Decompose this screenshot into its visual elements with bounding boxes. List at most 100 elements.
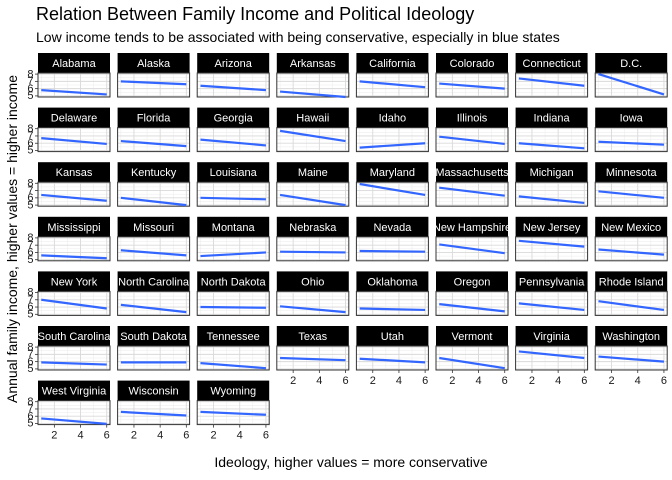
panel-border	[355, 345, 429, 371]
panel-border	[117, 127, 191, 153]
y-tick-label: 8	[27, 177, 33, 189]
panel-border	[196, 400, 270, 426]
facet-strip	[356, 271, 429, 292]
fit-line	[439, 186, 505, 197]
facet-panel: California	[355, 53, 429, 98]
fit-line	[200, 251, 266, 258]
fit-line	[598, 140, 664, 146]
facet-panel: Virginia 2 4 6	[515, 326, 589, 387]
panel-border	[435, 127, 509, 153]
facet-strip-label: Wyoming	[210, 386, 256, 398]
panel-border	[37, 345, 111, 371]
facet-panel: Missouri	[117, 216, 191, 262]
facet-strip	[117, 271, 190, 292]
facet-strip-label: Georgia	[214, 113, 254, 125]
x-tick-label: 2	[609, 375, 615, 387]
facet-strip-label: Connecticut	[523, 58, 581, 70]
facet-panel: Tennessee	[196, 326, 270, 371]
panel-border	[355, 181, 429, 207]
fit-line	[200, 410, 266, 416]
facet-strip	[515, 107, 588, 128]
fit-line	[41, 193, 107, 202]
fit-line	[41, 254, 107, 260]
fit-line	[359, 182, 426, 197]
facet-panel: Florida	[117, 107, 191, 153]
x-axis-label: Ideology, higher values = more conservat…	[214, 454, 488, 470]
facet-strip	[595, 271, 668, 292]
y-tick-label: 5	[27, 418, 33, 430]
y-tick-label: 6	[27, 410, 33, 422]
fit-line	[120, 80, 187, 86]
fit-line	[598, 190, 665, 199]
panel-border	[37, 290, 111, 316]
x-tick-label: 6	[661, 375, 667, 387]
facet-strip-label: Maine	[298, 167, 328, 179]
facet-strip-label: Arizona	[215, 58, 253, 70]
facet-strip	[117, 162, 190, 183]
facet-panel: New Hampshire	[433, 216, 511, 262]
y-tick-label: 7	[27, 185, 33, 197]
panel-border	[435, 290, 509, 316]
x-tick-label: 6	[422, 375, 428, 387]
y-tick-label: 8	[27, 123, 33, 135]
facet-strip-label: Tennessee	[207, 331, 260, 343]
y-tick-label: 6	[27, 137, 33, 149]
x-tick-label: 2	[529, 375, 535, 387]
x-tick-label: 6	[502, 375, 508, 387]
facet-strip	[38, 326, 110, 346]
facet-strip	[276, 271, 349, 292]
panel-border	[276, 345, 350, 371]
panel-border	[37, 127, 111, 153]
facet-strip-label: New York	[51, 276, 98, 288]
facet-strip-label: Michigan	[530, 167, 574, 179]
y-tick-label: 7	[27, 403, 33, 415]
facet-strip-label: Hawaii	[296, 113, 329, 125]
facet-panel: New Jersey	[515, 216, 589, 262]
y-tick-label: 6	[27, 356, 33, 368]
facet-strip-label: New Hampshire	[433, 222, 511, 234]
facet-strip-label: New Jersey	[523, 222, 581, 234]
y-tick-label: 5	[27, 145, 33, 157]
y-tick-label: 8	[27, 232, 33, 244]
facet-panel: Colorado	[435, 53, 509, 98]
fit-line	[279, 90, 346, 99]
facet-panel: Vermont 2 4 6	[435, 326, 509, 387]
fit-line	[280, 250, 346, 254]
facet-panel: New Mexico	[594, 216, 668, 262]
facet-strip	[515, 162, 588, 183]
fit-line	[200, 361, 267, 370]
panel-border	[515, 72, 589, 98]
panel-border	[117, 181, 191, 207]
facet-strip	[276, 326, 349, 346]
panel-border	[515, 236, 589, 262]
fit-line	[200, 305, 266, 309]
facet-strip-label: Alaska	[137, 58, 171, 70]
facet-strip-label: Pennsylvania	[519, 276, 585, 288]
facet-strip	[117, 326, 190, 346]
panel-border	[196, 181, 270, 207]
facet-strip	[595, 107, 668, 128]
facet-strip-label: Alabama	[52, 58, 96, 70]
fit-line	[359, 249, 426, 253]
facet-strip-label: Missouri	[133, 222, 174, 234]
facet-strip-label: Maryland	[370, 167, 415, 179]
panel-border	[37, 181, 111, 207]
facet-strip-label: D.C.	[620, 58, 642, 70]
facet-panel: Oklahoma	[355, 271, 429, 316]
facet-strip	[436, 326, 508, 346]
facet-panel: Nevada	[355, 216, 429, 262]
panel-border	[435, 345, 509, 371]
y-tick-label: 6	[27, 192, 33, 204]
fit-line	[120, 249, 187, 257]
facet-panel: Maine	[276, 162, 350, 207]
fit-line	[41, 417, 107, 425]
x-tick-label: 4	[157, 430, 163, 442]
panel-border	[37, 400, 111, 426]
facet-strip-label: Mississippi	[47, 222, 100, 234]
facet-panel: Connecticut	[515, 53, 589, 98]
facet-strip	[38, 107, 110, 128]
y-tick-label: 7	[27, 130, 33, 142]
y-tick-label: 7	[27, 239, 33, 251]
